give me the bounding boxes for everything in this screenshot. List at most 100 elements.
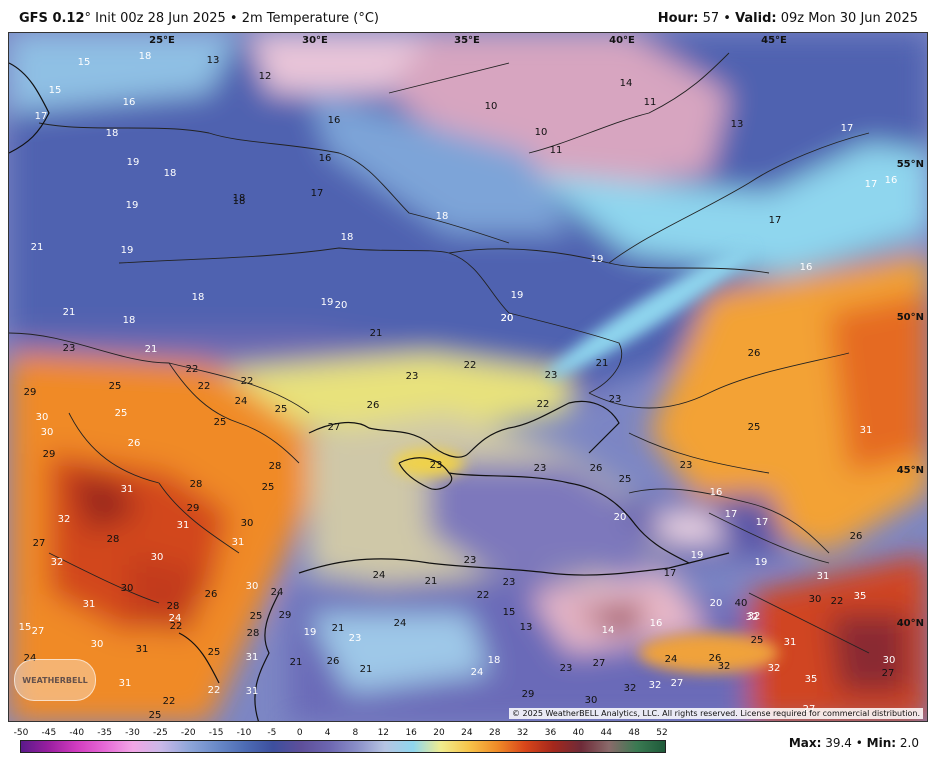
temperature-value-label: 29 [278, 610, 292, 621]
temperature-value-label: 22 [169, 621, 183, 632]
valid-time-title: Hour: 57 • Valid: 09z Mon 30 Jun 2025 [658, 11, 918, 26]
legend-tick-label: -15 [208, 728, 224, 738]
temperature-value-label: 22 [463, 360, 477, 371]
temperature-value-label: 23 [533, 463, 547, 474]
temperature-value-label: 25 [114, 408, 128, 419]
temperature-value-label: 27 [31, 626, 45, 637]
temperature-value-label: 27 [32, 538, 46, 549]
temperature-value-label: 26 [708, 653, 722, 664]
temperature-value-label: 18 [232, 193, 246, 204]
temperature-map[interactable]: 25°E 30°E 35°E 40°E 45°E 55°N 50°N 45°N … [8, 32, 928, 722]
temperature-value-label: 25 [249, 611, 263, 622]
country-borders [9, 52, 870, 654]
temperature-value-label: 32 [747, 611, 761, 622]
lat-label-55n: 55°N [896, 159, 924, 170]
max-min-summary: Max: 39.4 • Min: 2.0 [789, 736, 919, 750]
maxmin-bullet: • [855, 736, 863, 750]
temperature-value-label: 19 [320, 297, 334, 308]
max-label: Max: [788, 736, 822, 750]
temperature-value-label: 21 [595, 358, 609, 369]
temperature-value-label: 31 [245, 686, 259, 697]
temperature-value-label: 31 [231, 537, 245, 548]
temperature-value-label: 19 [303, 627, 317, 638]
temperature-value-label: 27 [592, 658, 606, 669]
temperature-value-label: 28 [106, 534, 120, 545]
temperature-value-label: 29 [521, 689, 535, 700]
temperature-value-label: 32 [648, 680, 662, 691]
temperature-value-label: 22 [162, 696, 176, 707]
legend-tick-label: 40 [572, 728, 585, 738]
temperature-value-label: 12 [258, 71, 272, 82]
legend-tick-label: 32 [516, 728, 529, 738]
temperature-value-label: 21 [331, 623, 345, 634]
temperature-value-label: 22 [830, 596, 844, 607]
temperature-value-label: 15 [18, 622, 32, 633]
temperature-value-label: 31 [118, 678, 132, 689]
temperature-value-label: 30 [245, 581, 259, 592]
copyright-notice: © 2025 WeatherBELL Analytics, LLC. All r… [509, 708, 923, 719]
temperature-value-label: 31 [82, 599, 96, 610]
temperature-value-label: 30 [584, 695, 598, 706]
legend-tick-label: 44 [600, 728, 612, 738]
legend-tick-label: -45 [41, 728, 57, 738]
temperature-value-label: 17 [864, 179, 878, 190]
temperature-value-label: 24 [393, 618, 407, 629]
temperature-value-label: 24 [372, 570, 386, 581]
temperature-value-label: 32 [717, 661, 731, 672]
temperature-value-label: 17 [663, 568, 677, 579]
temperature-value-label: 27 [881, 668, 895, 679]
legend-tick-label: -25 [152, 728, 168, 738]
temperature-value-label: 18 [487, 655, 501, 666]
temperature-value-label: 35 [853, 591, 867, 602]
temperature-value-label: 24 [470, 667, 484, 678]
temperature-value-label: 17 [724, 509, 738, 520]
temperature-value-label: 29 [23, 387, 37, 398]
temperature-value-label: 21 [359, 664, 373, 675]
temperature-value-label: 24 [23, 653, 37, 664]
temperature-value-label: 30 [808, 594, 822, 605]
temperature-value-label: 40 [734, 598, 748, 609]
min-label: Min: [866, 736, 897, 750]
temperature-value-label: 16 [122, 97, 136, 108]
temperature-value-label: 16 [799, 262, 813, 273]
valid-label: Valid: [735, 11, 777, 26]
max-value: 39.4 [825, 736, 852, 750]
temperature-value-label: 22 [240, 376, 254, 387]
lon-label-30e: 30°E [302, 35, 328, 46]
legend-tick-label: 8 [352, 728, 359, 738]
legend-tick-label: -50 [13, 728, 29, 738]
model-name: GFS 0.12 [19, 11, 85, 26]
temperature-value-label: 25 [261, 482, 275, 493]
temperature-value-label: 11 [549, 145, 563, 156]
temperature-value-label: 11 [643, 97, 657, 108]
temperature-value-label: 25 [207, 647, 221, 658]
lat-label-50n: 50°N [896, 312, 924, 323]
variable-name: 2m Temperature (°C) [241, 11, 380, 26]
temperature-value-label: 30 [882, 655, 896, 666]
temperature-value-label: 21 [424, 576, 438, 587]
color-legend: -50 -45 -40 -35 -30 -25 -20 -15 -10 -5 0 4 8 12 16 20 24… [0, 724, 935, 768]
temperature-value-label: 16 [327, 115, 341, 126]
temperature-value-label: 31 [135, 644, 149, 655]
temperature-value-label: 16 [318, 153, 332, 164]
temperature-value-label: 20 [334, 300, 348, 311]
temperature-value-label: 26 [127, 438, 141, 449]
temperature-value-label: 27 [670, 678, 684, 689]
temperature-value-label: 18 [191, 292, 205, 303]
temperature-value-label: 26 [747, 348, 761, 359]
temperature-value-label: 10 [534, 127, 548, 138]
hour-label: Hour: [657, 11, 699, 26]
temperature-value-label: 19 [120, 245, 134, 256]
temperature-value-label: 29 [186, 503, 200, 514]
temperature-value-label: 19 [690, 550, 704, 561]
temperature-value-label: 19 [126, 157, 140, 168]
temperature-value-label: 27 [327, 422, 341, 433]
valid-value: 09z Mon 30 Jun 2025 [780, 11, 918, 26]
lon-label-45e: 45°E [761, 35, 787, 46]
temperature-value-label: 25 [274, 404, 288, 415]
temperature-value-label: 23 [679, 460, 693, 471]
temperature-value-label: 26 [589, 463, 603, 474]
temperature-value-label: 28 [268, 461, 282, 472]
weatherbell-logo: WEATHERBELL [14, 659, 96, 701]
temperature-value-label: 25 [750, 635, 764, 646]
